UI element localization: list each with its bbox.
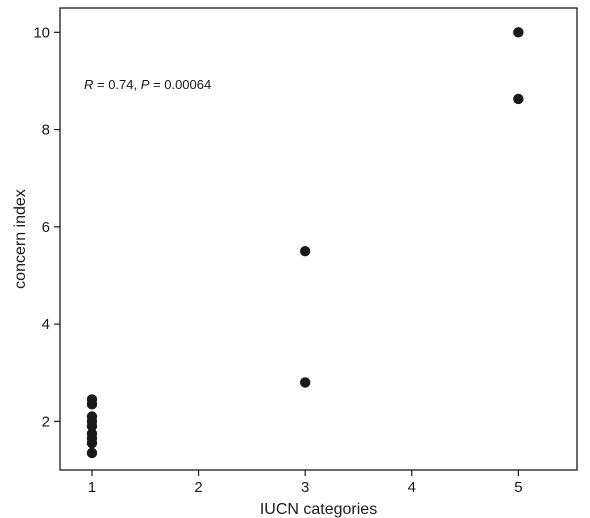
r-symbol: R bbox=[84, 77, 93, 92]
data-point bbox=[86, 399, 98, 410]
p-value: = 0.00064 bbox=[149, 77, 211, 92]
x-tick-label: 4 bbox=[408, 479, 416, 496]
data-point bbox=[513, 27, 524, 38]
data-point bbox=[299, 377, 311, 388]
data-points bbox=[86, 27, 524, 459]
y-tick-label: 4 bbox=[42, 316, 50, 333]
data-point bbox=[86, 421, 98, 432]
y-tick-label: 2 bbox=[42, 413, 50, 430]
y-tick-label: 8 bbox=[42, 122, 50, 139]
x-tick-label: 1 bbox=[88, 479, 96, 496]
correlation-annotation: R = 0.74, P = 0.00064 bbox=[84, 77, 211, 92]
data-point bbox=[299, 245, 311, 257]
x-tick-label: 5 bbox=[514, 479, 522, 496]
y-axis-ticks: 2 4 6 8 10 bbox=[33, 24, 60, 430]
y-tick-label: 10 bbox=[33, 24, 50, 41]
data-point bbox=[513, 93, 524, 105]
data-point bbox=[86, 438, 98, 449]
p-symbol: P bbox=[141, 77, 150, 92]
y-tick-label: 6 bbox=[42, 219, 50, 236]
plot-frame bbox=[59, 7, 578, 471]
r-value: = 0.74, bbox=[93, 77, 140, 92]
x-axis-label: IUCN categories bbox=[260, 501, 377, 518]
x-tick-label: 2 bbox=[194, 479, 202, 496]
data-point bbox=[86, 447, 98, 459]
y-axis-label: concern index bbox=[12, 189, 29, 289]
x-tick-label: 3 bbox=[301, 479, 309, 496]
x-axis-ticks: 1 2 3 4 5 bbox=[88, 470, 523, 496]
